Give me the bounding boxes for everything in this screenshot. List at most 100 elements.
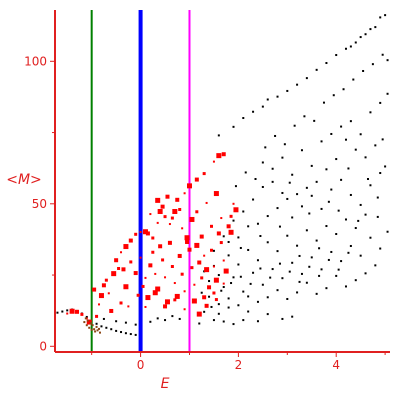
point-s0-72	[379, 101, 382, 104]
point-s1-46	[158, 244, 163, 249]
point-s0-17	[115, 320, 118, 323]
point-s0-160	[217, 303, 220, 306]
point-s1-44	[154, 272, 157, 275]
point-s0-14	[129, 333, 132, 336]
point-s1-8	[98, 303, 101, 306]
point-s0-102	[349, 193, 352, 196]
point-s0-56	[379, 16, 382, 19]
point-s0-164	[222, 235, 225, 238]
point-s0-77	[344, 138, 347, 141]
point-s0-50	[335, 54, 338, 57]
point-s1-76	[232, 202, 235, 205]
point-s0-49	[325, 62, 328, 65]
point-s0-108	[364, 213, 367, 216]
point-s1-17	[123, 244, 129, 250]
point-s1-89	[196, 311, 202, 317]
point-s0-30	[203, 310, 206, 313]
point-s1-21	[142, 229, 148, 235]
point-s0-205	[288, 270, 291, 273]
point-s0-96	[291, 216, 294, 219]
point-s1-43	[151, 250, 155, 254]
point-s1-96	[181, 227, 184, 230]
point-s0-186	[366, 178, 369, 181]
point-s0-75	[364, 156, 367, 159]
point-s1-30	[175, 197, 180, 202]
point-s0-206	[298, 280, 301, 283]
point-s1-61	[194, 242, 200, 248]
point-s1-78	[109, 308, 114, 313]
point-s0-128	[242, 290, 245, 293]
point-s0-39	[232, 125, 235, 128]
point-s0-40	[242, 117, 245, 120]
point-s1-40	[144, 276, 147, 279]
point-s0-208	[318, 274, 321, 277]
point-s0-191	[298, 254, 301, 257]
point-s0-161	[208, 295, 211, 298]
point-s1-97	[189, 216, 195, 222]
point-s0-204	[278, 262, 281, 265]
point-s1-35	[202, 172, 206, 176]
point-s1-24	[156, 221, 159, 224]
point-s0-111	[335, 233, 338, 236]
point-s1-26	[160, 204, 165, 209]
point-s0-198	[220, 289, 223, 292]
point-s0-95	[281, 191, 284, 194]
point-s1-25	[157, 208, 163, 214]
point-s1-29	[172, 208, 178, 214]
point-s2-12	[98, 331, 101, 334]
point-s0-130	[261, 283, 264, 286]
point-s0-101	[340, 178, 343, 181]
point-s0-59	[349, 45, 352, 48]
point-s0-92	[252, 198, 255, 201]
point-s1-15	[117, 266, 121, 270]
point-s0-199	[230, 282, 233, 285]
point-s0-13	[124, 332, 127, 335]
point-s1-5	[86, 319, 92, 325]
point-s0-66	[320, 140, 323, 143]
point-s1-92	[149, 213, 152, 216]
point-s0-181	[386, 59, 389, 62]
point-s1-82	[163, 304, 168, 309]
point-s1-88	[222, 282, 225, 285]
point-s0-200	[239, 275, 242, 278]
point-s0-168	[264, 146, 267, 149]
y-tick-label-0: 0	[39, 339, 47, 353]
point-s1-48	[164, 276, 167, 279]
point-s1-98	[199, 234, 204, 239]
point-s1-64	[203, 254, 206, 257]
point-s1-33	[186, 183, 192, 189]
point-s0-60	[261, 161, 264, 164]
point-s0-165	[234, 185, 237, 188]
point-s0-149	[325, 287, 328, 290]
point-s0-2	[66, 309, 69, 312]
point-s1-7	[95, 314, 99, 318]
point-s1-73	[223, 268, 229, 274]
point-s1-69	[213, 277, 219, 283]
point-s1-66	[207, 285, 212, 290]
point-s0-211	[347, 251, 350, 254]
point-s0-203	[269, 276, 272, 279]
vertical-reference-lines	[90, 10, 191, 352]
point-s0-172	[303, 115, 306, 118]
point-s0-166	[244, 171, 247, 174]
point-s1-104	[205, 201, 208, 204]
point-s0-83	[286, 197, 289, 200]
point-s0-44	[276, 95, 279, 98]
point-s1-18	[128, 238, 133, 243]
point-s0-18	[124, 321, 127, 324]
point-s1-108	[139, 256, 142, 259]
point-s1-6	[92, 287, 97, 292]
point-s0-29	[242, 319, 245, 322]
point-s0-185	[347, 167, 350, 170]
point-s1-20	[139, 231, 142, 234]
point-s0-104	[369, 184, 372, 187]
point-s1-53	[174, 293, 180, 299]
point-s0-43	[266, 98, 269, 101]
point-s0-81	[305, 186, 308, 189]
point-s0-139	[349, 244, 352, 247]
point-s0-52	[354, 41, 357, 44]
point-s1-72	[222, 259, 225, 262]
point-s0-57	[369, 28, 372, 31]
point-s0-82	[296, 193, 299, 196]
point-s1-58	[187, 247, 192, 252]
